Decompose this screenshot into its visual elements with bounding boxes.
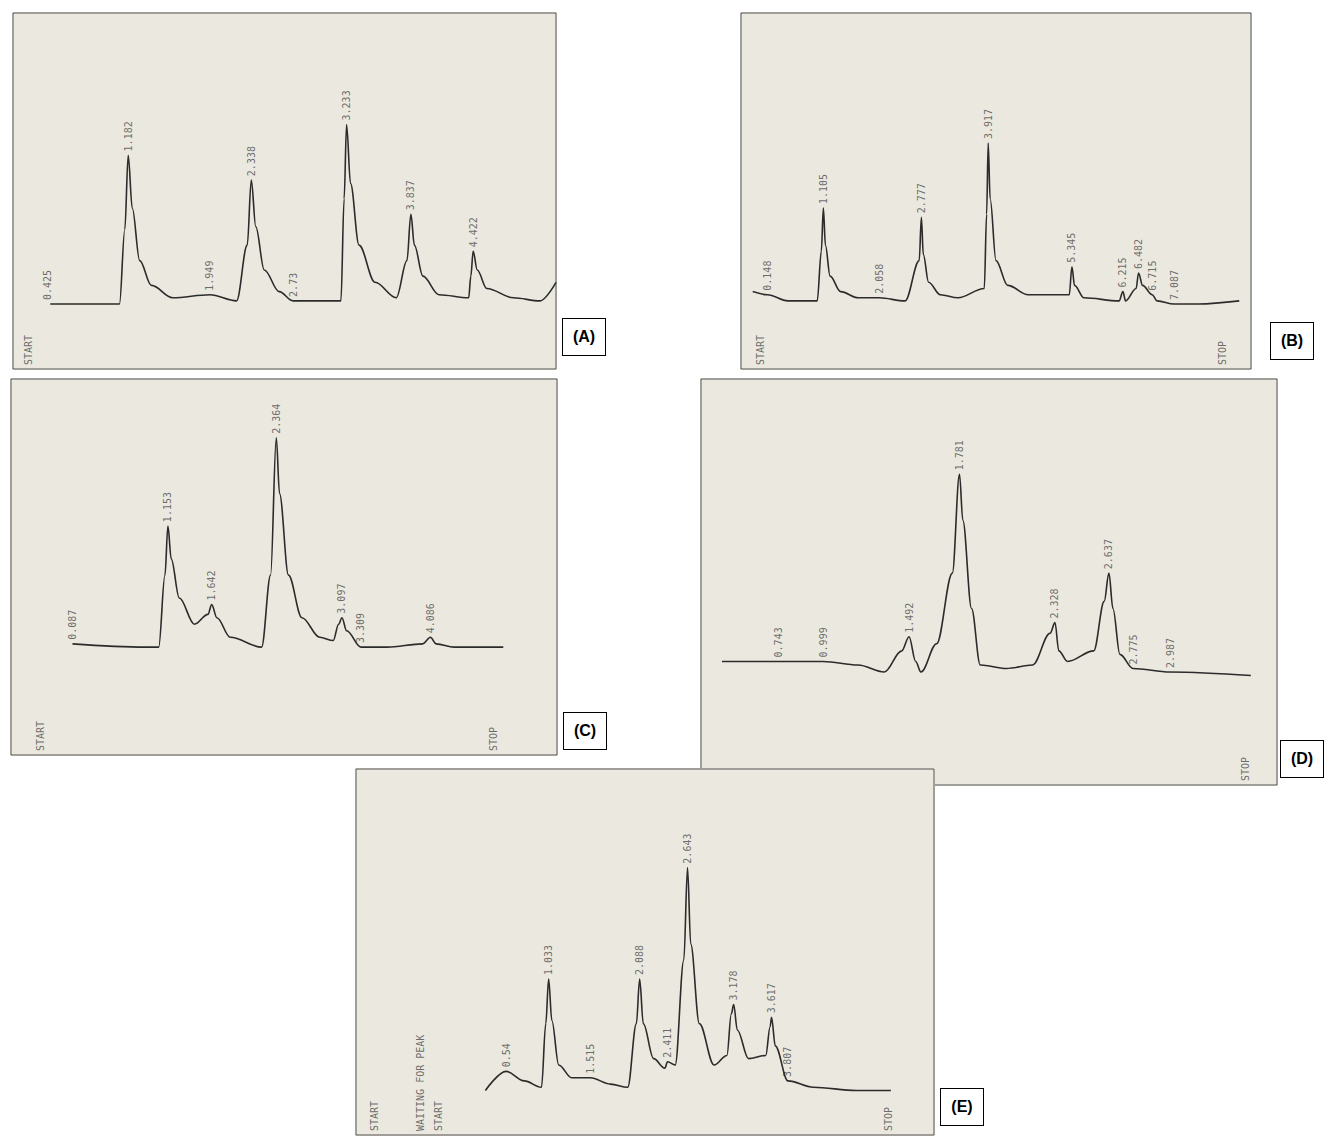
svg-text:3.178: 3.178 <box>728 970 739 1000</box>
svg-text:START: START <box>755 335 766 365</box>
svg-text:2.637: 2.637 <box>1103 539 1114 569</box>
svg-text:STOP: STOP <box>883 1107 894 1131</box>
svg-text:0.148: 0.148 <box>762 261 773 291</box>
svg-text:2.058: 2.058 <box>874 264 885 294</box>
svg-text:6.482: 6.482 <box>1133 239 1144 269</box>
svg-text:2.775: 2.775 <box>1128 634 1139 664</box>
svg-text:2.643: 2.643 <box>682 834 693 864</box>
svg-text:6.215: 6.215 <box>1117 257 1128 287</box>
svg-text:4.086: 4.086 <box>425 603 436 633</box>
svg-text:STOP: STOP <box>488 727 499 751</box>
svg-text:1.515: 1.515 <box>585 1044 596 1074</box>
svg-text:3.807: 3.807 <box>782 1046 794 1077</box>
svg-text:0.999: 0.999 <box>818 627 829 657</box>
svg-text:STOP: STOP <box>1240 757 1251 781</box>
svg-text:1.033: 1.033 <box>543 945 554 975</box>
svg-text:2.411: 2.411 <box>662 1028 673 1058</box>
svg-text:7.087: 7.087 <box>1169 270 1180 300</box>
html-text:(B): (B) <box>1280 332 1304 349</box>
svg-text:2.73: 2.73 <box>288 273 299 297</box>
svg-text:3.309: 3.309 <box>355 613 366 643</box>
svg-text:3.233: 3.233 <box>341 90 352 120</box>
svg-text:2.987: 2.987 <box>1165 638 1176 668</box>
html-text:(D): (D) <box>1290 750 1314 767</box>
svg-text:2.777: 2.777 <box>916 183 927 213</box>
html-text:(A): (A) <box>572 328 596 345</box>
svg-text:1.105: 1.105 <box>818 174 829 204</box>
svg-text:2.364: 2.364 <box>271 404 282 434</box>
svg-text:6.715: 6.715 <box>1147 261 1158 291</box>
svg-text:5.345: 5.345 <box>1066 233 1077 263</box>
svg-text:3.097: 3.097 <box>336 584 347 614</box>
svg-text:0.425: 0.425 <box>42 270 53 300</box>
svg-text:1.182: 1.182 <box>123 121 134 151</box>
svg-text:START: START <box>35 721 46 751</box>
svg-text:4.422: 4.422 <box>468 217 479 247</box>
svg-text:2.088: 2.088 <box>634 945 645 975</box>
svg-text:3.917: 3.917 <box>983 109 994 139</box>
svg-text:1.949: 1.949 <box>204 261 215 291</box>
html-text:(E): (E) <box>951 1098 973 1115</box>
svg-text:0.087: 0.087 <box>67 610 78 640</box>
svg-text:2.338: 2.338 <box>246 146 257 176</box>
svg-text:1.492: 1.492 <box>904 603 915 633</box>
svg-text:START: START <box>369 1101 380 1131</box>
svg-text:START: START <box>433 1101 444 1131</box>
svg-text:1.153: 1.153 <box>162 492 173 522</box>
html-text:(C): (C) <box>573 722 597 739</box>
svg-text:3.837: 3.837 <box>405 180 416 210</box>
svg-text:3.617: 3.617 <box>766 983 777 1013</box>
svg-text:WAITING FOR PEAK: WAITING FOR PEAK <box>415 1035 426 1131</box>
svg-text:STOP: STOP <box>1217 341 1228 365</box>
svg-text:1.781: 1.781 <box>954 440 965 470</box>
svg-text:2.328: 2.328 <box>1049 588 1060 618</box>
svg-text:0.54: 0.54 <box>501 1043 512 1067</box>
svg-text:1.642: 1.642 <box>206 570 217 600</box>
svg-text:0.743: 0.743 <box>773 627 784 657</box>
svg-text:START: START <box>23 335 34 365</box>
